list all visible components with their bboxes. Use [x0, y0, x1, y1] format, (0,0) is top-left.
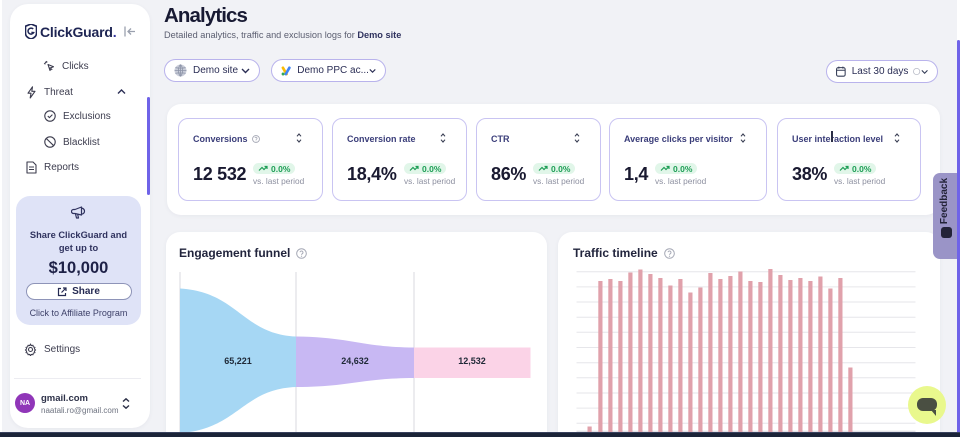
svg-text:24,632: 24,632: [341, 356, 369, 366]
svg-text:65,221: 65,221: [224, 356, 252, 366]
svg-text:12,532: 12,532: [458, 356, 486, 366]
